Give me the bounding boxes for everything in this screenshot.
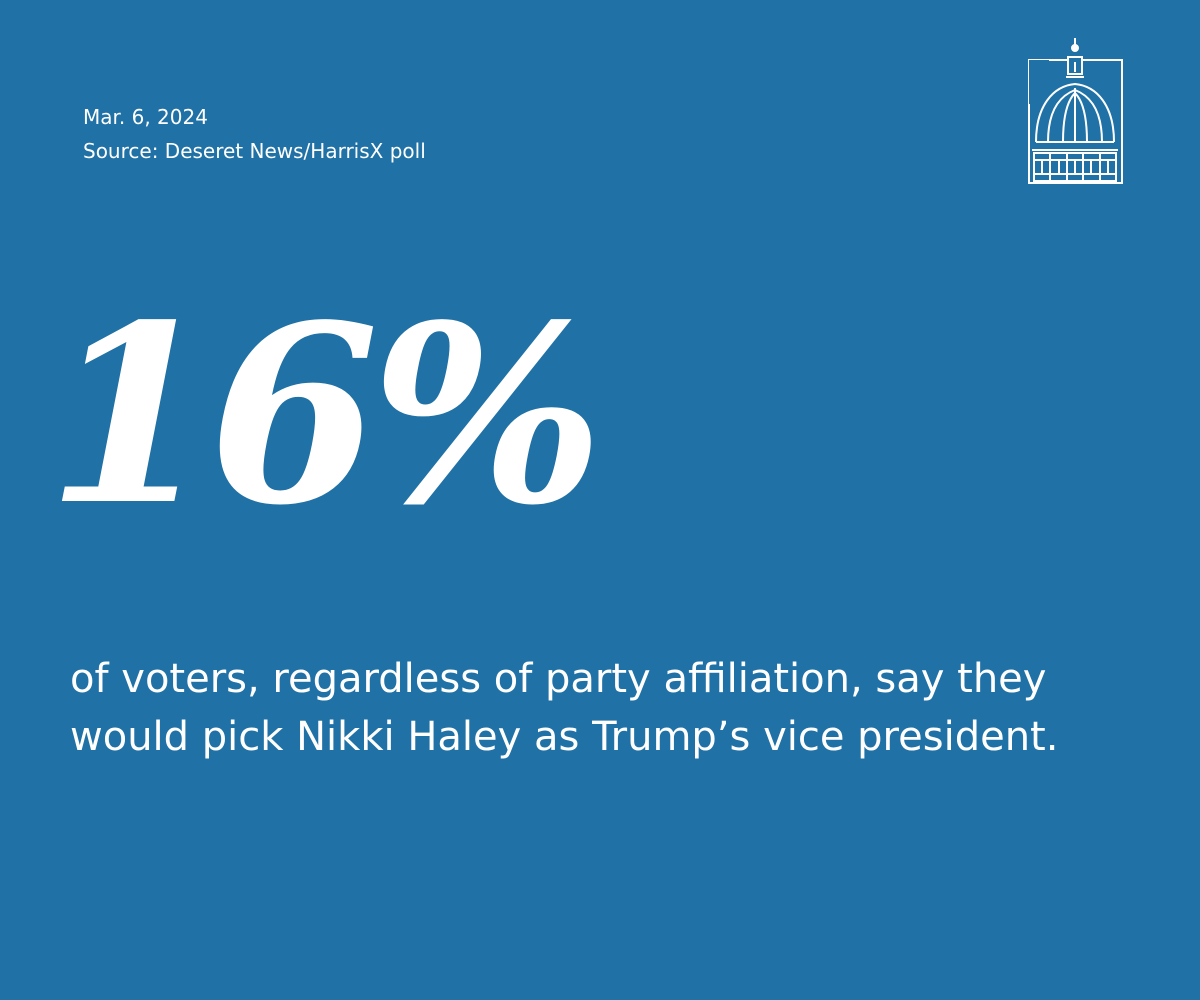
caption-line-2: would pick Nikki Haley as Trump’s vice p… — [70, 714, 1059, 760]
poll-percentage: 16% — [46, 271, 604, 559]
source-line: Source: Deseret News/HarrisX poll — [83, 139, 426, 163]
capitol-dome-icon — [1026, 38, 1124, 184]
capitol-dome-graphic — [1028, 38, 1123, 184]
meta-block: Mar. 6, 2024 Source: Deseret News/Harris… — [83, 100, 783, 168]
caption-line-1: of voters, regardless of party affiliati… — [70, 656, 1047, 702]
publication-date: Mar. 6, 2024 — [83, 105, 208, 129]
poll-caption: of voters, regardless of party affiliati… — [70, 650, 1150, 766]
